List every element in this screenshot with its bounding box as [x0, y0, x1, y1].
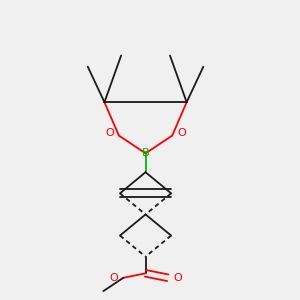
- Text: O: O: [177, 128, 186, 138]
- Text: B: B: [142, 148, 149, 158]
- Text: O: O: [173, 273, 182, 284]
- Text: O: O: [110, 273, 118, 284]
- Text: O: O: [105, 128, 114, 138]
